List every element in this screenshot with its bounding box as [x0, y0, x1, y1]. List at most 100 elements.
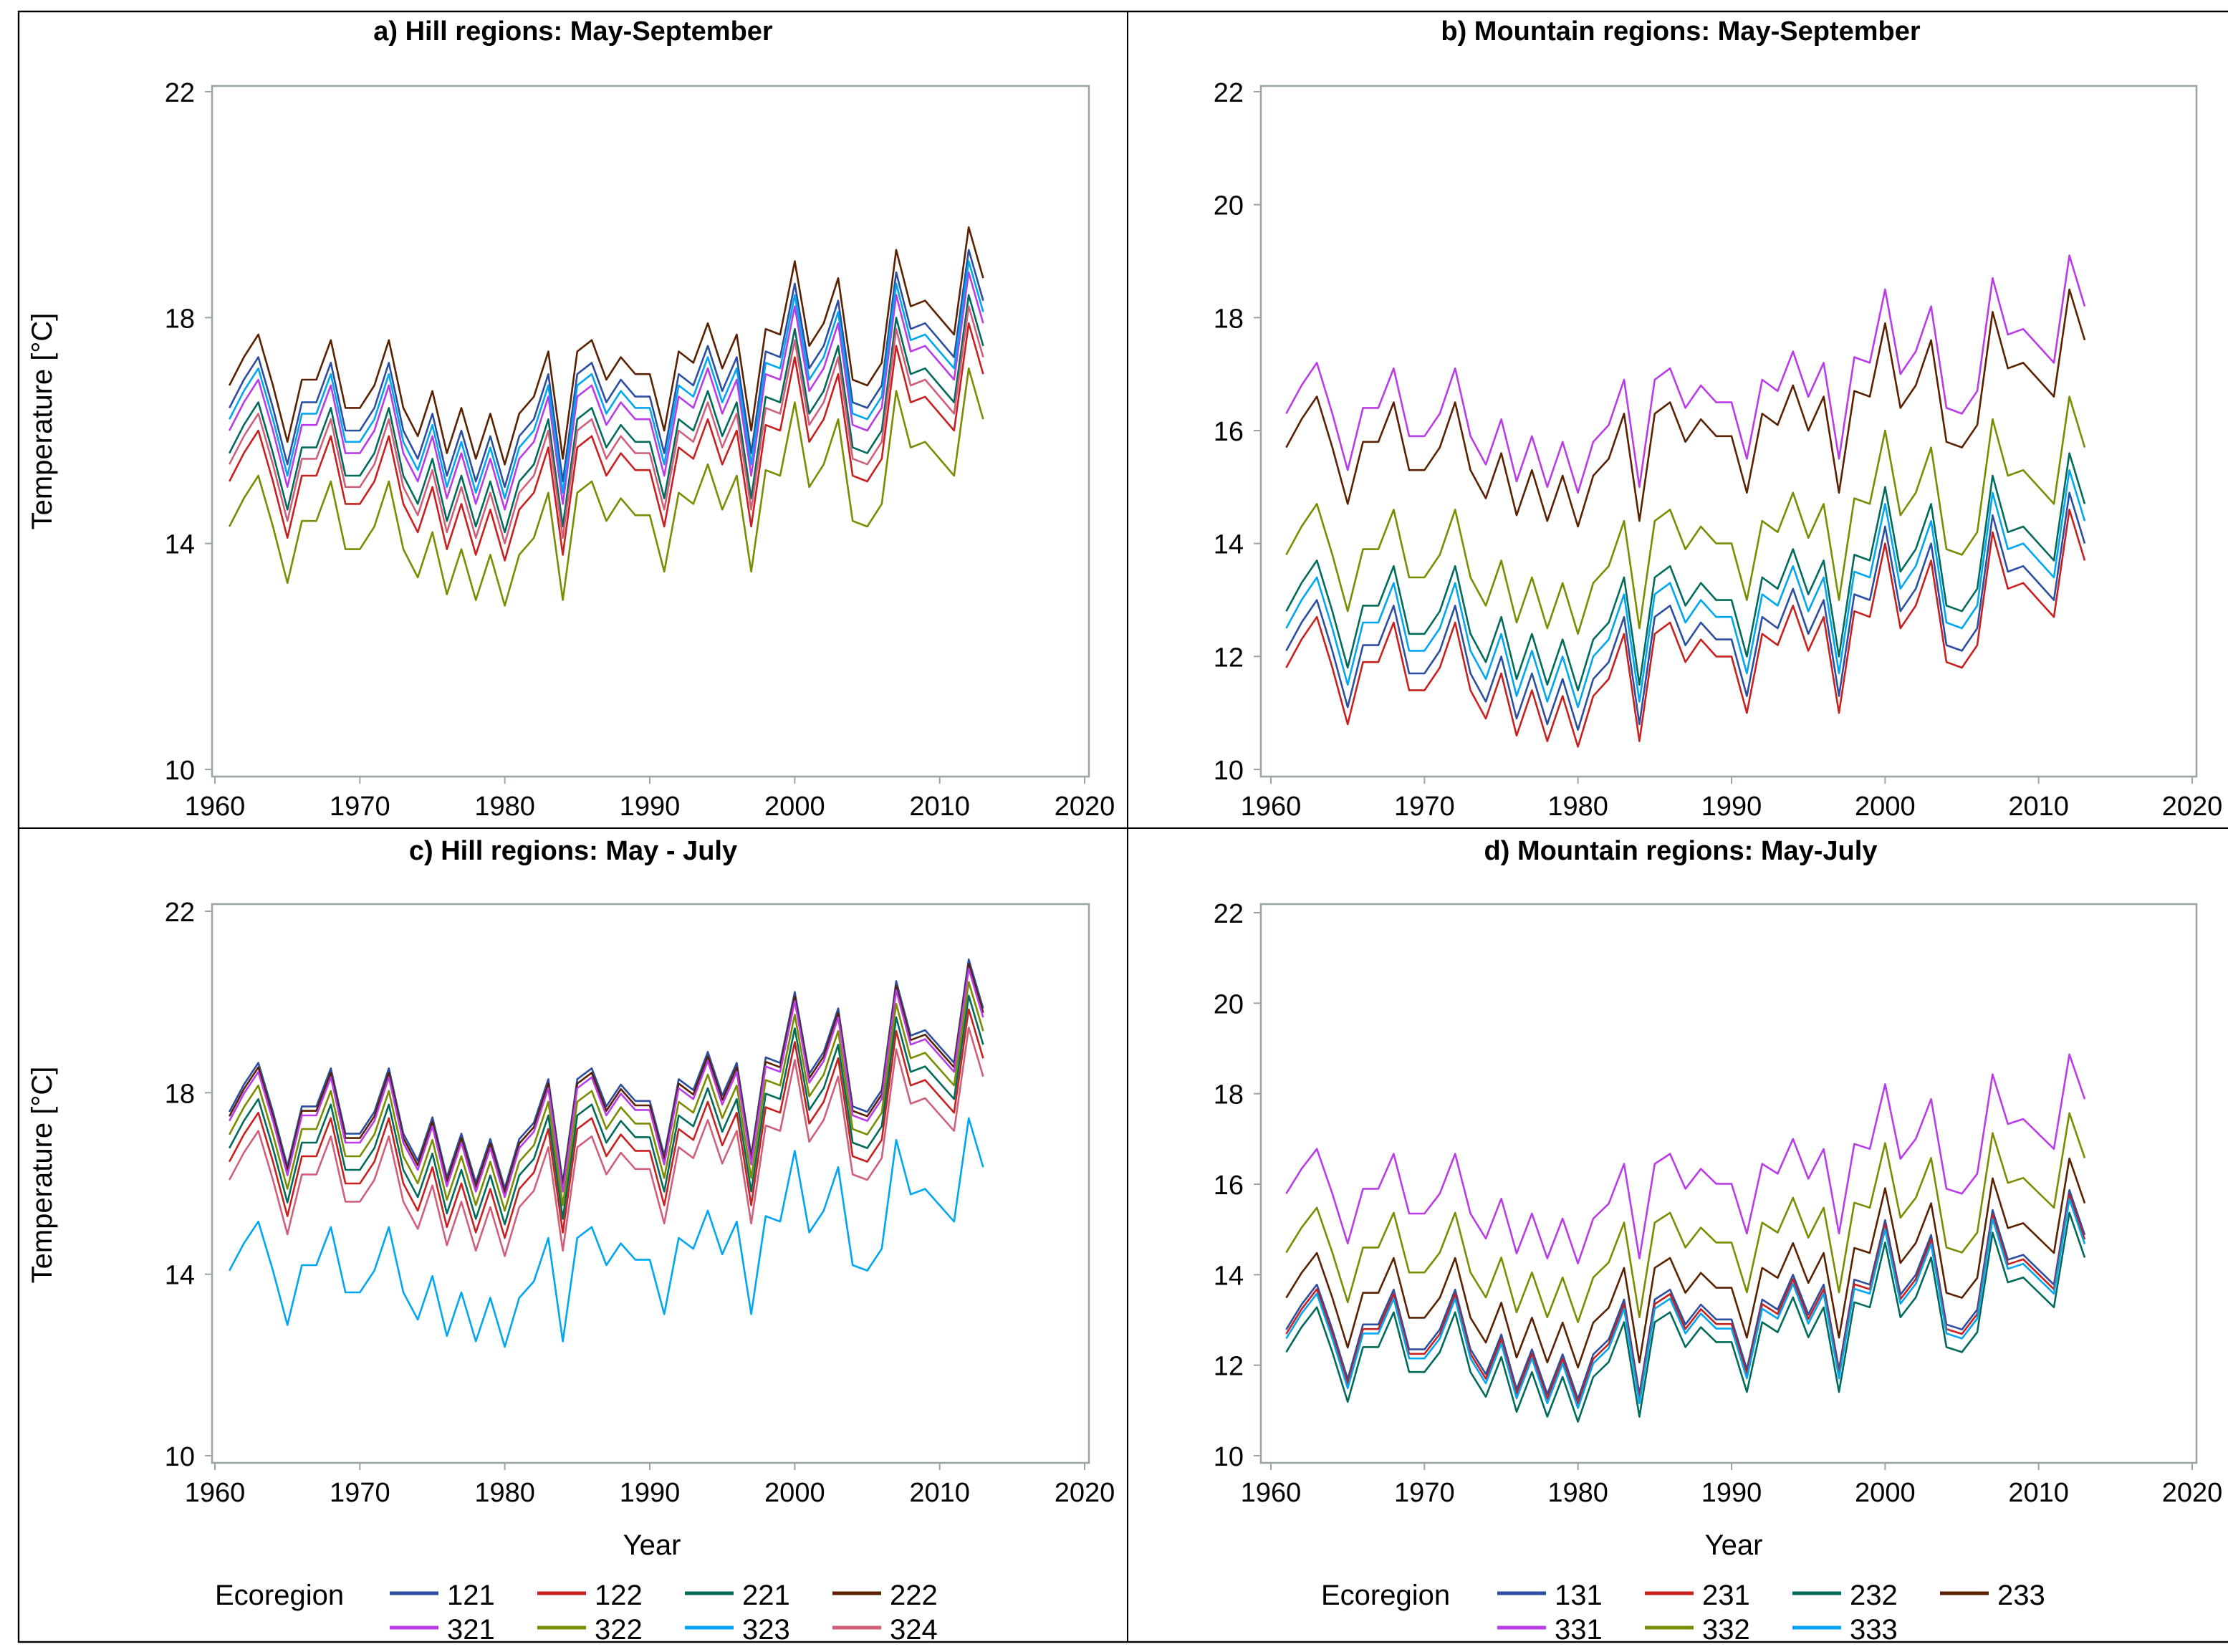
legend-label: 232	[1850, 1580, 1898, 1611]
series-line-332	[1285, 1112, 2086, 1323]
panel-title: c) Hill regions: May - July	[409, 836, 737, 866]
x-tick-label: 1990	[1701, 792, 1762, 822]
y-tick-label: 10	[165, 1442, 195, 1472]
x-axis-label: Year	[623, 1529, 681, 1561]
x-tick-label: 2020	[1055, 792, 1115, 822]
panel-b: b) Mountain regions: May-September 1960 19…	[1214, 16, 2223, 822]
x-tick-label: 2010	[2008, 792, 2069, 822]
legend-label: 122	[595, 1580, 643, 1611]
y-tick-label: 22	[1214, 78, 1244, 108]
series-line-231	[1285, 1194, 2086, 1405]
panel-title: b) Mountain regions: May-September	[1441, 16, 1920, 47]
series-line-233	[1285, 1157, 2086, 1369]
x-tick-label: 2000	[764, 1478, 825, 1508]
series-line-322	[229, 367, 984, 607]
series-line-131	[1285, 491, 2086, 731]
x-tick-label: 1960	[1241, 1478, 1302, 1508]
y-tick-label: 22	[1214, 899, 1244, 929]
y-tick-label: 10	[1214, 1442, 1244, 1472]
series-line-232	[1285, 1211, 2086, 1423]
y-tick-label: 10	[165, 756, 195, 786]
series-line-321	[229, 967, 984, 1199]
x-tick-label: 2020	[2162, 792, 2223, 822]
legend-label: 332	[1702, 1614, 1750, 1646]
y-tick-label: 18	[165, 1079, 195, 1109]
x-tick-label: 1980	[1547, 792, 1608, 822]
figure-frame	[17, 10, 2228, 1643]
y-tick-label: 22	[165, 898, 195, 928]
panel-title: a) Hill regions: May-September	[373, 16, 773, 47]
x-tick-label: 1960	[185, 792, 246, 822]
x-tick-label: 1990	[620, 792, 681, 822]
series-line-331	[1285, 1053, 2086, 1264]
series-line-333	[1285, 469, 2086, 709]
panel-d: d) Mountain regions: May-July 1960 1970 198…	[1214, 836, 2223, 1561]
legend-title: Ecoregion	[1321, 1580, 1450, 1611]
y-axis-label: Temperature [°C]	[27, 1067, 58, 1284]
x-tick-label: 2010	[909, 792, 970, 822]
panel-title: d) Mountain regions: May-July	[1484, 836, 1878, 866]
series-line-232	[1285, 452, 2086, 691]
series-line-321	[229, 271, 984, 511]
x-tick-label: 2010	[2008, 1478, 2069, 1508]
y-axis-label: Temperature [°C]	[27, 313, 58, 530]
legend-label: 131	[1555, 1580, 1603, 1611]
series-line-221	[229, 294, 984, 534]
series-line-121	[229, 958, 984, 1189]
x-tick-label: 2020	[2162, 1478, 2223, 1508]
x-tick-label: 2020	[1055, 1478, 1115, 1508]
series-line-131	[1285, 1188, 2086, 1401]
legend-c: Ecoregion 121 122 221 222 321 322 323 324	[215, 1580, 938, 1646]
series-line-332	[1285, 395, 2086, 635]
series-line-221	[229, 994, 984, 1226]
x-tick-label: 1980	[1547, 1478, 1608, 1508]
x-tick-label: 1980	[474, 1478, 535, 1508]
series-line-122	[229, 322, 984, 562]
plot-area	[211, 903, 1090, 1464]
legend-label: 221	[742, 1580, 790, 1611]
x-tick-label: 1960	[185, 1478, 246, 1508]
y-tick-label: 16	[1214, 1171, 1244, 1201]
x-tick-label: 1970	[1394, 1478, 1455, 1508]
y-tick-label: 14	[165, 530, 195, 560]
y-tick-label: 18	[1214, 1080, 1244, 1110]
series-line-323	[229, 260, 984, 499]
panel-a: a) Hill regions: May-September 1960 1970 19…	[27, 16, 1115, 822]
legend-label: 333	[1850, 1614, 1898, 1646]
x-tick-label: 2000	[1855, 1478, 1916, 1508]
legend-label: 233	[1997, 1580, 2045, 1611]
legend-label: 323	[742, 1614, 790, 1646]
x-tick-label: 2000	[1855, 792, 1916, 822]
series-line-121	[229, 249, 984, 489]
legend-d: Ecoregion 131 231 232 233 331 332 333	[1321, 1580, 2045, 1646]
legend-label: 322	[595, 1614, 643, 1646]
series-line-323	[229, 1117, 984, 1348]
series-line-231	[1285, 509, 2086, 748]
series-line-122	[229, 1008, 984, 1239]
x-tick-label: 1960	[1241, 792, 1302, 822]
legend-label: 324	[890, 1614, 938, 1646]
legend-label: 331	[1555, 1614, 1603, 1646]
series-line-222	[229, 963, 984, 1194]
x-tick-label: 1970	[330, 792, 390, 822]
x-axis-label: Year	[1705, 1529, 1763, 1561]
x-tick-label: 2000	[764, 792, 825, 822]
y-tick-label: 14	[1214, 530, 1244, 560]
y-tick-label: 20	[1214, 191, 1244, 221]
series-line-333	[1285, 1198, 2086, 1409]
legend-label: 121	[447, 1580, 495, 1611]
y-tick-label: 14	[1214, 1261, 1244, 1291]
series-line-324	[229, 305, 984, 544]
series-line-324	[229, 1026, 984, 1257]
y-tick-label: 12	[1214, 643, 1244, 673]
x-tick-label: 1970	[330, 1478, 390, 1508]
y-tick-label: 18	[165, 304, 195, 334]
series-line-322	[229, 981, 984, 1212]
series-line-233	[1285, 288, 2086, 528]
legend-title: Ecoregion	[215, 1580, 344, 1611]
y-tick-label: 18	[1214, 304, 1244, 334]
series-line-331	[1285, 254, 2086, 494]
series-line-222	[229, 226, 984, 466]
y-tick-label: 10	[1214, 756, 1244, 786]
